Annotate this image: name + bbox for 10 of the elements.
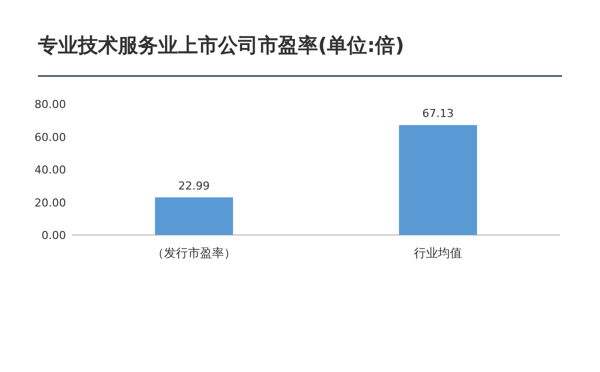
data-label: 22.99	[178, 179, 210, 192]
data-label: 67.13	[422, 107, 454, 120]
y-tick-label: 60.00	[34, 130, 66, 144]
y-tick-label: 80.00	[34, 98, 66, 111]
chart-title: 专业技术服务业上市公司市盈率(单位:倍)	[37, 33, 404, 57]
x-tick-label: （发行市盈率）	[152, 246, 236, 260]
x-tick-label: 行业均值	[414, 246, 462, 260]
y-tick-label: 0.00	[42, 229, 66, 242]
y-tick-label: 40.00	[34, 164, 66, 176]
y-tick-label: 20.00	[34, 196, 66, 210]
